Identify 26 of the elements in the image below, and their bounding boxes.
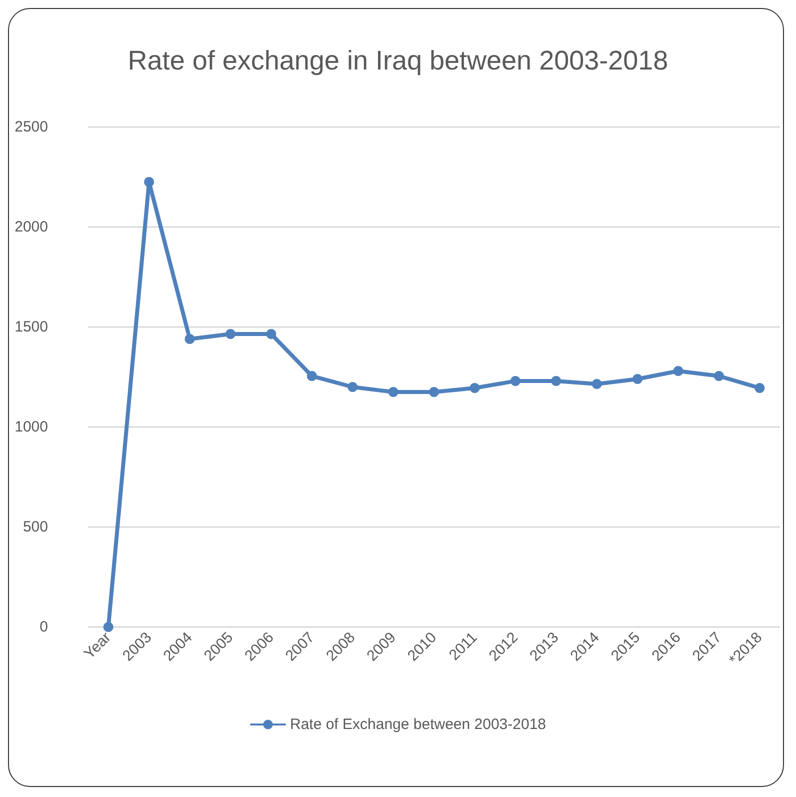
y-tick-label: 1500 — [14, 318, 48, 336]
point — [103, 622, 114, 632]
y-tick-label: 2000 — [14, 218, 48, 236]
point — [184, 334, 195, 344]
point — [306, 371, 317, 381]
y-tick-label: 1000 — [14, 418, 48, 436]
point — [144, 177, 154, 187]
point — [673, 366, 684, 376]
point — [388, 387, 398, 397]
point — [348, 382, 358, 392]
point — [510, 376, 520, 386]
point — [592, 379, 602, 389]
point — [754, 383, 765, 393]
point — [266, 329, 276, 339]
y-tick-label: 500 — [22, 518, 48, 536]
point — [225, 329, 236, 339]
chart-title: Rate of exchange in Iraq between 2003-2018 — [128, 46, 668, 76]
y-tick-label: 2500 — [14, 118, 48, 136]
point — [714, 371, 724, 381]
point — [551, 376, 562, 386]
x-tick-label: Year — [80, 628, 114, 662]
point — [470, 383, 480, 393]
y-tick-label: 0 — [40, 618, 48, 636]
point — [429, 387, 439, 397]
legend-label: Rate of Exchange between 2003-2018 — [290, 716, 546, 733]
point — [632, 374, 643, 384]
